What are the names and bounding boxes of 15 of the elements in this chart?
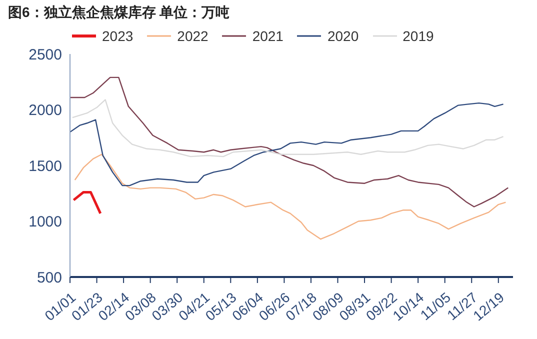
y-tick-label: 2500: [28, 46, 62, 64]
legend-label: 2021: [251, 28, 284, 44]
legend-label: 2022: [176, 28, 208, 44]
legend-label: 2020: [326, 28, 359, 44]
y-tick-label: 1500: [28, 158, 62, 175]
line-series: [72, 99, 504, 158]
line-series: [74, 154, 506, 240]
legend-label: 2023: [101, 28, 134, 44]
y-tick-label: 2000: [28, 102, 62, 120]
line-series: [70, 102, 504, 186]
chart-title: 图6：独立焦企焦煤库存 单位：万吨: [8, 4, 230, 22]
line-series: [70, 76, 509, 208]
legend-label: 2019: [402, 28, 434, 44]
y-tick-label: 500: [36, 269, 62, 286]
y-tick-label: 1000: [28, 214, 62, 231]
